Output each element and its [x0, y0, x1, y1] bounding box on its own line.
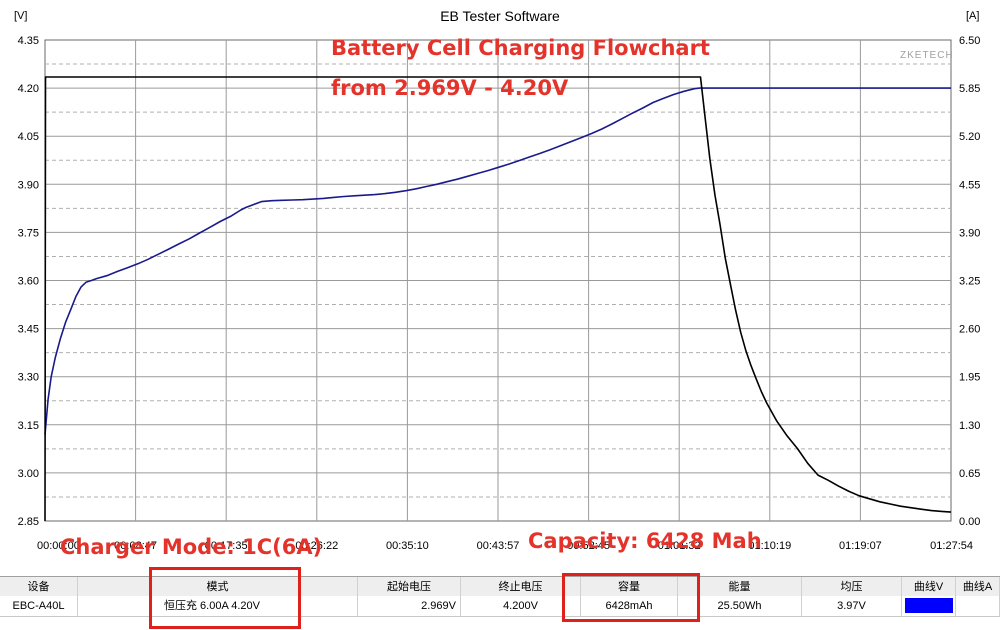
capacity-highlight-box — [562, 573, 700, 622]
y-right-tick-label: 4.55 — [959, 179, 980, 191]
cell-device: EBC-A40L — [0, 596, 78, 616]
y-right-tick-label: 1.95 — [959, 372, 980, 384]
chart: 4.35 4.20 4.05 3.90 3.75 3.60 3.45 3.30 3.15 3.00… — [18, 35, 981, 552]
x-tick-label: 01:19:07 — [839, 540, 882, 552]
curve-v-color-swatch[interactable] — [904, 598, 953, 613]
zketech-watermark: ZKETECH — [900, 50, 954, 61]
table-row[interactable]: EBC-A40L 恒压充 6.00A 4.20V 2.969V 4.200V 6… — [0, 596, 1000, 617]
x-tick-label: 00:08:47 — [114, 540, 157, 552]
annotation-title-line1: Battery Cell Charging Flowchart — [331, 36, 710, 60]
y-left-tick-label: 3.45 — [18, 324, 39, 336]
cell-curve-a[interactable] — [956, 596, 1000, 616]
cell-curve-v[interactable] — [902, 596, 956, 616]
cell-mode: 恒压充 6.00A 4.20V — [78, 596, 358, 616]
header-start-voltage[interactable]: 起始电压 — [358, 577, 461, 597]
y-right-tick-label: 2.60 — [959, 324, 980, 336]
header-curve-v[interactable]: 曲线V — [902, 577, 956, 597]
x-tick-label: 00:43:57 — [477, 540, 520, 552]
y-left-tick-label: 4.35 — [18, 35, 39, 47]
y-right-tick-label: 5.85 — [959, 83, 980, 95]
y-left-tick-label: 3.00 — [18, 468, 39, 480]
left-axis-unit: [V] — [14, 10, 28, 22]
x-tick-label: 00:26:22 — [295, 540, 338, 552]
header-capacity[interactable]: 容量 — [581, 577, 678, 597]
y-right-tick-label: 0.65 — [959, 468, 980, 480]
y-left-tick-label: 3.75 — [18, 227, 39, 239]
x-tick-label: 01:10:19 — [748, 540, 791, 552]
y-left-tick-label: 3.30 — [18, 372, 39, 384]
header-end-voltage[interactable]: 终止电压 — [461, 577, 581, 597]
x-tick-label: 00:52:45 — [567, 540, 610, 552]
annotation-charger-mode: Charger Mode: 1C(6A) — [60, 535, 323, 559]
y-right-tick-label: 1.30 — [959, 420, 980, 432]
y-right-tick-label: 3.90 — [959, 227, 980, 239]
x-tick-label: 01:27:54 — [930, 540, 973, 552]
header-curve-a[interactable]: 曲线A — [956, 577, 1000, 597]
voltage-series-line — [44, 87, 951, 435]
y-right-tick-label: 6.50 — [959, 35, 980, 47]
window-title: EB Tester Software — [440, 8, 560, 24]
cell-end-voltage: 4.200V — [461, 596, 581, 616]
y-left-tick-label: 4.20 — [18, 83, 39, 95]
annotation-capacity: Capacity: 6428 Mah — [528, 529, 762, 553]
y-right-tick-label: 3.25 — [959, 276, 980, 288]
header-mode[interactable]: 模式 — [78, 577, 358, 597]
y-left-tick-label: 2.85 — [18, 516, 39, 528]
results-table: 设备 模式 起始电压 终止电压 容量 能量 均压 曲线V 曲线A EBC-A40… — [0, 576, 1000, 630]
current-series-line — [44, 76, 952, 522]
cell-avg-voltage: 3.97V — [802, 596, 902, 616]
y-right-tick-label: 5.20 — [959, 131, 980, 143]
cell-start-voltage: 2.969V — [358, 596, 461, 616]
annotation-title-line2: from 2.969V - 4.20V — [331, 76, 569, 100]
cell-capacity: 6428mAh — [581, 596, 678, 616]
header-avg-voltage[interactable]: 均压 — [802, 577, 902, 597]
x-tick-label: 00:35:10 — [386, 540, 429, 552]
right-axis-unit: [A] — [966, 10, 980, 22]
y-left-tick-label: 3.15 — [18, 420, 39, 432]
x-tick-label: 00:17:35 — [205, 540, 248, 552]
header-device[interactable]: 设备 — [0, 577, 78, 597]
y-left-tick-label: 4.05 — [18, 131, 39, 143]
x-tick-label: 01:01:32 — [658, 540, 701, 552]
y-right-tick-label: 0.00 — [959, 516, 980, 528]
mode-highlight-box — [149, 567, 301, 629]
cell-energy: 25.50Wh — [678, 596, 802, 616]
y-left-tick-label: 3.60 — [18, 276, 39, 288]
x-tick-label: 00:00:00 — [37, 540, 80, 552]
header-energy[interactable]: 能量 — [678, 577, 802, 597]
y-left-tick-label: 3.90 — [18, 179, 39, 191]
